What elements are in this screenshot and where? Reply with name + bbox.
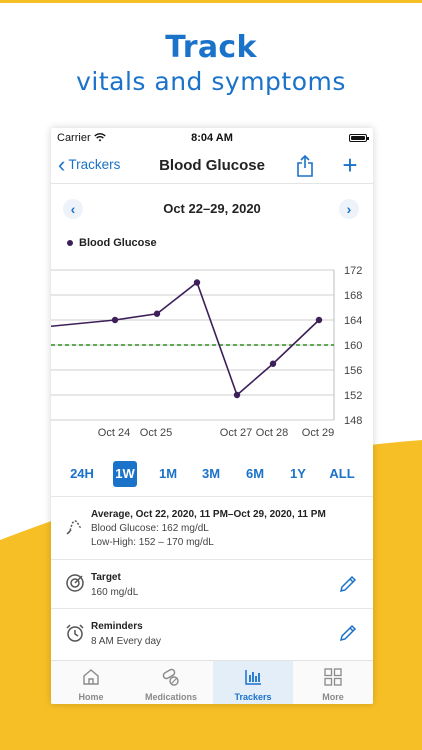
reminders-title: Reminders [91,621,143,632]
phone-screen: Carrier 8:04 AM ‹ Trackers Blood Glucose… [51,128,373,704]
tab-trackers-label: Trackers [234,692,272,702]
tab-more-label: More [322,692,344,702]
tab-medications-label: Medications [144,692,197,702]
battery-icon [349,134,369,142]
y-tick-label: 164 [344,315,362,327]
y-tick-label: 160 [344,340,362,352]
share-icon[interactable] [295,154,315,178]
time-range-selector: 24H 1W 1M 3M 6M 1Y ALL [51,461,373,487]
navigation-bar: ‹ Trackers Blood Glucose + [51,150,373,184]
range-6m-button[interactable]: 6M [245,466,265,481]
x-tick-label: Oct 28 [256,427,288,439]
x-tick-label: Oct 27 [220,427,252,439]
y-tick-label: 152 [344,390,362,402]
data-point [193,279,201,286]
promo-headline: Track [165,30,257,65]
target-title: Target [91,572,121,583]
data-point [315,316,323,324]
top-accent-strip [0,0,422,3]
date-range-label: Oct 22–29, 2020 [163,201,261,216]
back-label: Trackers [68,157,121,172]
range-3m-button[interactable]: 3M [201,466,221,481]
edit-target-pencil-icon[interactable] [338,574,358,594]
summary-low-high: Low-High: 152 – 170 mg/dL [91,537,214,548]
chevron-right-icon: › [346,201,352,217]
range-24h-button[interactable]: 24H [70,466,94,481]
chevron-left-icon: ‹ [70,201,76,217]
blood-glucose-chart: 172 168 164 160 156 152 148 Oct 24 Oct 25 Oct 27 O… [51,265,362,439]
page-title: Blood Glucose [159,157,265,174]
home-icon [83,669,99,685]
legend-label: Blood Glucose [79,237,157,249]
plus-icon: + [342,150,358,180]
average-summary-row: Average, Oct 22, 2020, 11 PM–Oct 29, 202… [51,496,373,559]
range-1w-button[interactable]: 1W [113,461,137,487]
tab-more[interactable]: More [293,661,373,704]
x-tick-label: Oct 24 [98,427,130,439]
date-navigator: ‹ Oct 22–29, 2020 › [51,196,373,222]
tab-medications[interactable]: Medications [131,661,211,704]
summary-average-value: Blood Glucose: 162 mg/dL [91,523,209,534]
y-tick-label: 168 [344,290,362,302]
previous-week-button[interactable]: ‹ [63,199,83,219]
x-tick-label: Oct 29 [302,427,334,439]
data-point [233,391,241,399]
tab-home-label: Home [78,692,104,702]
summary-title: Average, Oct 22, 2020, 11 PM–Oct 29, 202… [91,509,326,520]
chart-legend: Blood Glucose [67,237,157,249]
legend-marker [67,240,73,246]
y-tick-label: 172 [344,265,362,277]
squiggle-average-icon [66,520,83,535]
tab-home[interactable]: Home [51,661,131,704]
promo-subheadline: vitals and symptoms [76,67,346,96]
back-button[interactable]: ‹ Trackers [58,151,121,177]
bar-chart-icon [245,670,261,685]
status-time: 8:04 AM [191,132,233,144]
edit-reminders-pencil-icon[interactable] [338,623,358,643]
range-all-button[interactable]: ALL [329,466,355,481]
x-tick-label: Oct 25 [140,427,172,439]
target-row[interactable]: Target 160 mg/dL [51,559,373,608]
tab-bar: Home Medications Trackers Mor [51,660,373,704]
data-point [153,310,161,317]
reminders-value: 8 AM Every day [91,636,162,647]
add-button[interactable]: + [340,152,360,178]
reminders-row[interactable]: Reminders 8 AM Every day [51,608,373,660]
y-tick-label: 156 [344,365,362,377]
target-value: 160 mg/dL [91,587,139,598]
alarm-clock-icon [66,624,84,642]
carrier-label: Carrier [57,132,91,144]
y-tick-label: 148 [344,415,362,427]
data-point [111,316,119,324]
wifi-icon [94,133,106,142]
status-bar: Carrier 8:04 AM [51,128,373,150]
range-1m-button[interactable]: 1M [158,466,178,481]
next-week-button[interactable]: › [339,199,359,219]
data-point [269,360,277,367]
series-line [51,281,320,397]
tab-trackers[interactable]: Trackers [213,661,293,704]
grid-icon [324,668,342,686]
pills-icon [162,668,179,686]
range-1y-button[interactable]: 1Y [290,466,306,481]
chevron-left-icon: ‹ [58,151,66,177]
target-icon [66,574,84,592]
